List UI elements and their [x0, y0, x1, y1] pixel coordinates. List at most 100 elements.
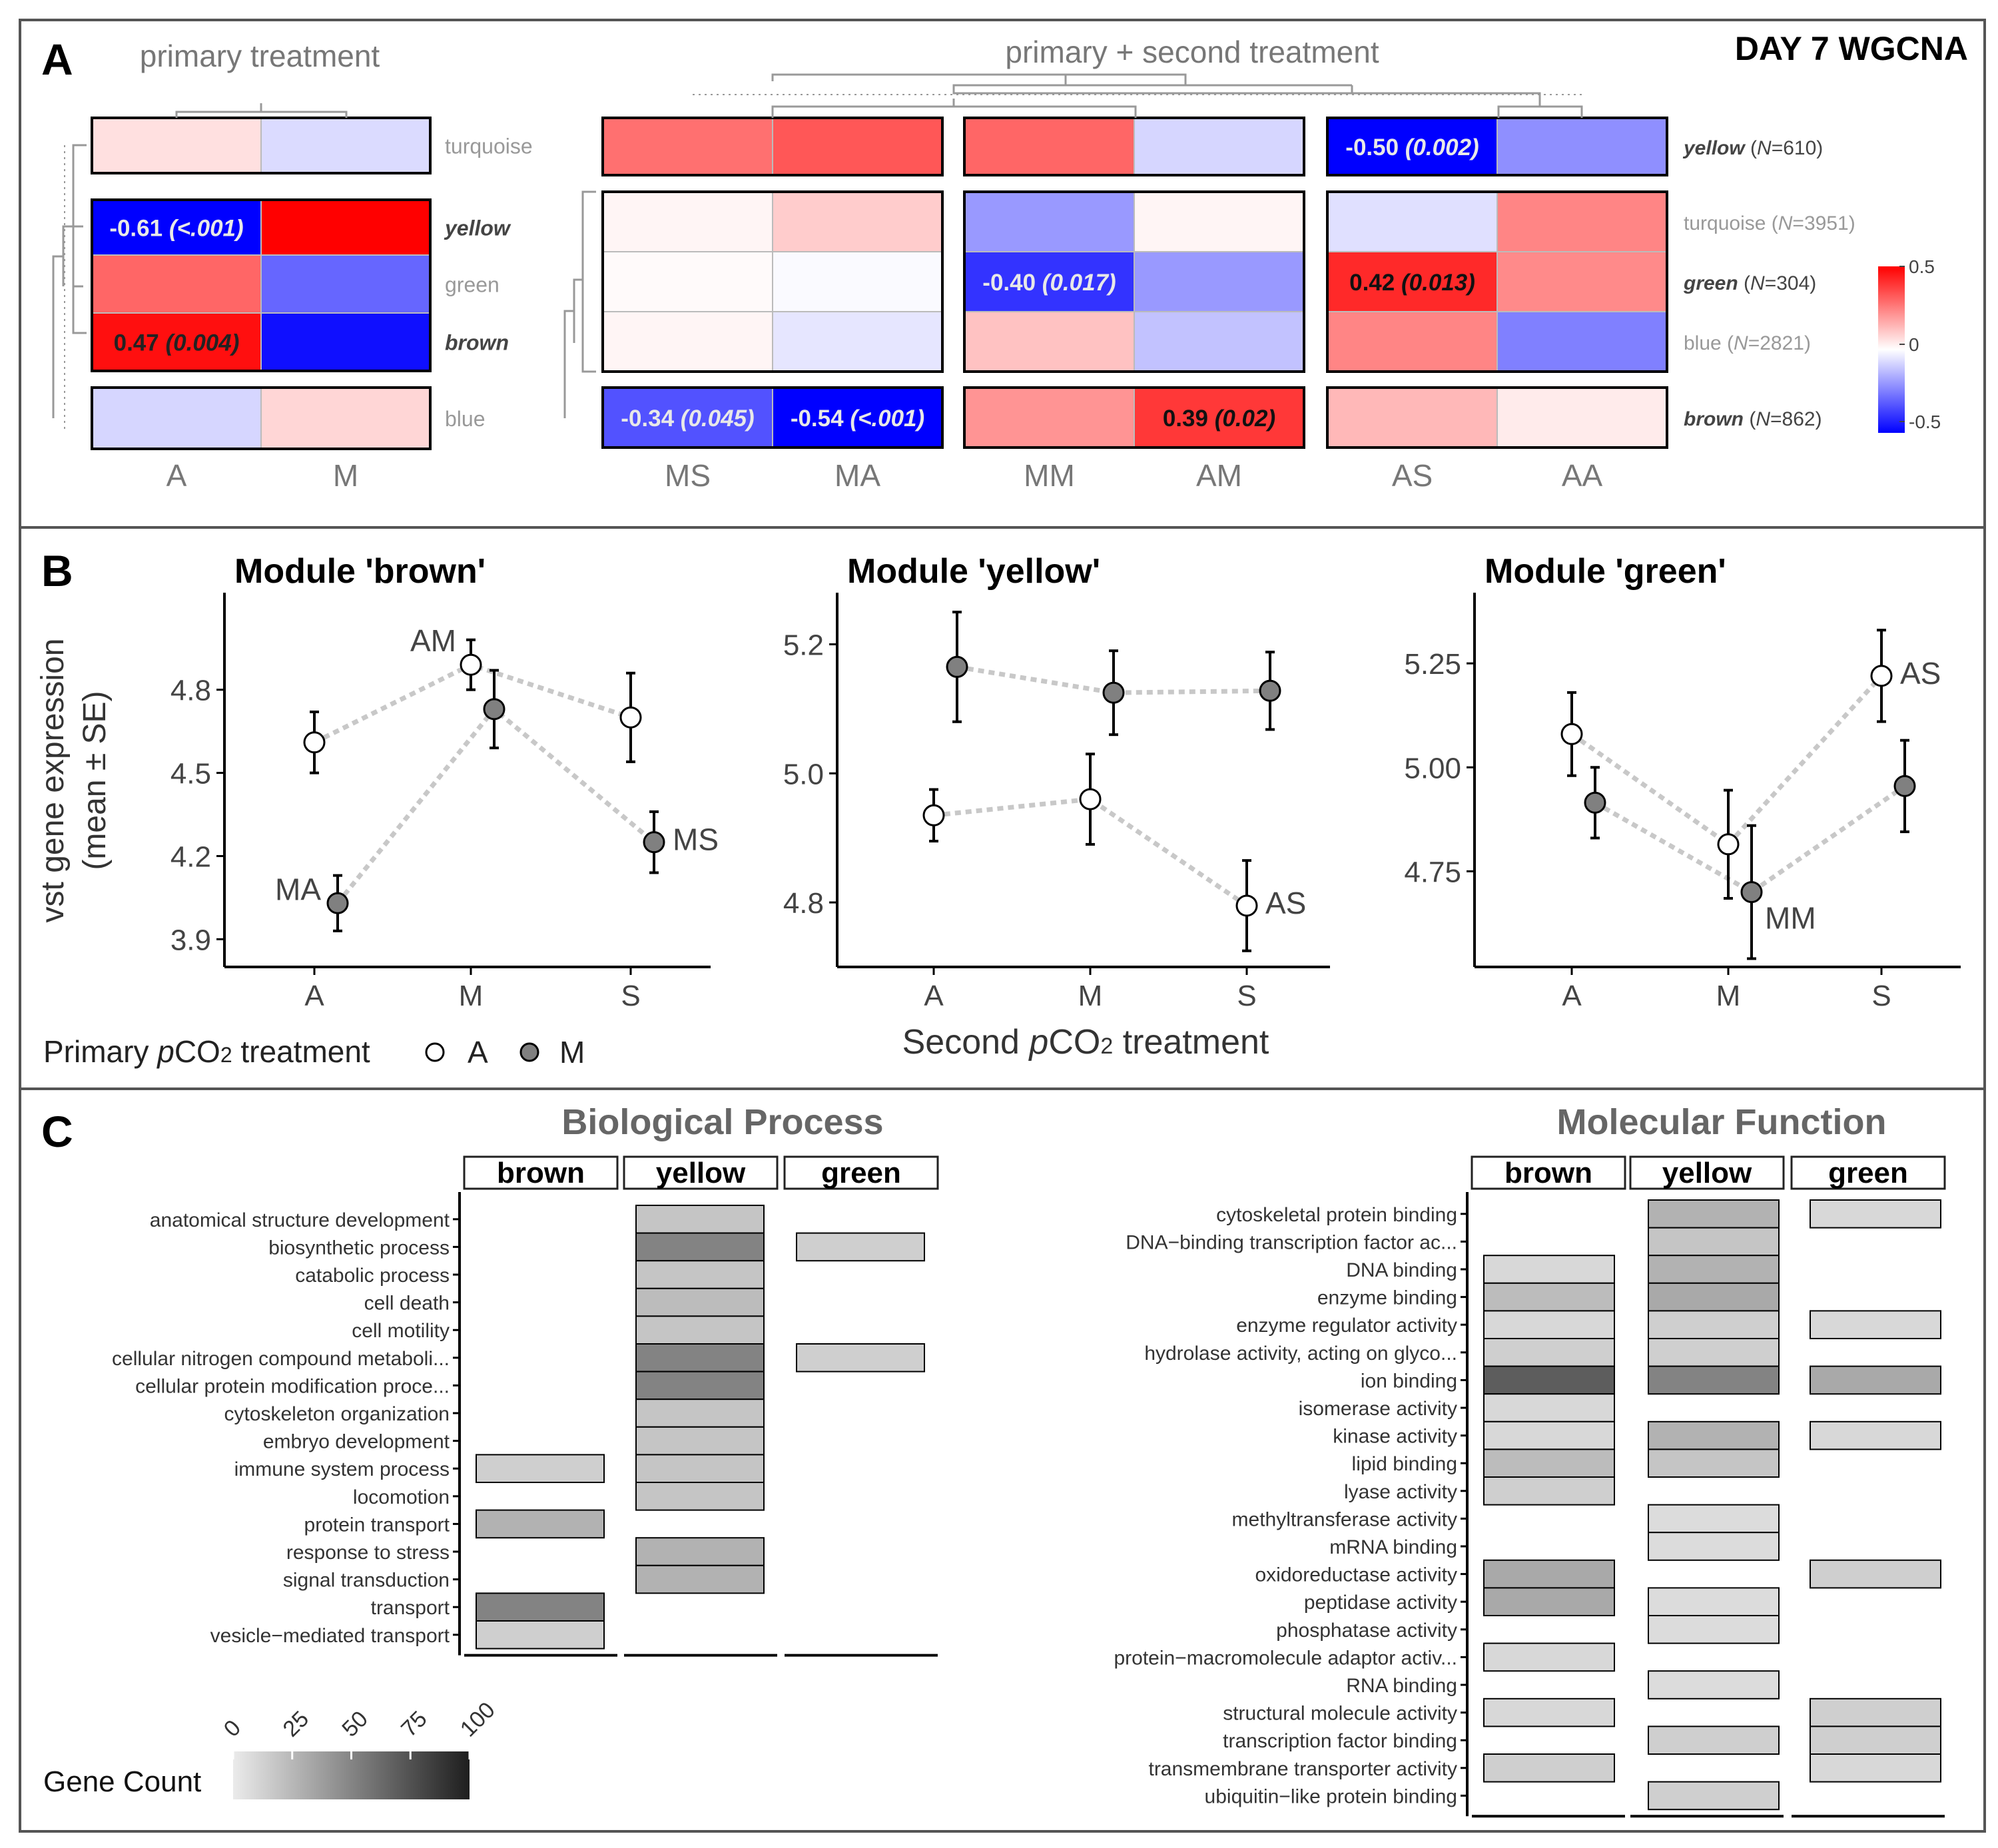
go-cell [1483, 1642, 1615, 1672]
go-term-label: locomotion [353, 1486, 450, 1508]
go-cell [1810, 1697, 1941, 1727]
go-term-label: RNA binding [1346, 1675, 1457, 1697]
go-cell [1483, 1697, 1615, 1727]
heatmap-cell [1497, 387, 1668, 448]
go-cell [1483, 1420, 1615, 1450]
panel-label-a: A [41, 35, 73, 84]
gene-count-tick-label: 75 [396, 1706, 432, 1742]
go-cell [635, 1398, 765, 1428]
heatmap-value-label: -0.34 (0.045) [621, 406, 754, 432]
heatmap-group-border [91, 117, 432, 174]
x-tick-label: S [1237, 980, 1256, 1012]
data-point-A [1235, 894, 1258, 917]
facet-strip [1629, 1155, 1785, 1190]
go-cell [1483, 1338, 1615, 1367]
heatmap-cell [602, 251, 773, 312]
go-cell [635, 1315, 765, 1345]
legend-marker-A [425, 1042, 445, 1062]
heatmap-group-border [963, 117, 1305, 176]
heatmap-cell [1134, 117, 1305, 176]
colorbar-tick-label: 0 [1909, 334, 1919, 355]
x-tick-label: S [621, 980, 640, 1012]
heatmap-col-label: MS [665, 458, 711, 493]
heatmap-cell [1497, 251, 1668, 312]
heatmap-group-border [91, 198, 432, 372]
heatmap-col-label: AA [1562, 458, 1603, 493]
heatmap-row-label: yellow [444, 216, 511, 240]
go-term-label: protein−macromolecule adaptor activ... [1114, 1647, 1457, 1669]
go-term-label: transmembrane transporter activity [1148, 1758, 1457, 1780]
line-chart-2: Module 'green' 4.75 5.00 5.25 A M S AS MM [1404, 552, 1961, 1012]
heatmap-primary: primary treatment turquoise yellow green bro… [52, 39, 533, 493]
heatmap-cell [260, 387, 431, 450]
heatmap-value-label: -0.54 (<.001) [791, 406, 924, 432]
gene-count-title: Gene Count [43, 1765, 201, 1798]
heatmap-row-label: turquoise (N=3951) [1684, 212, 1855, 234]
go-cell [1648, 1310, 1780, 1340]
go-term-label: kinase activity [1333, 1426, 1457, 1448]
heatmap-value-label: -0.61 (<.001) [109, 216, 243, 242]
facet-strip-label: brown [497, 1157, 585, 1189]
go-term-label: enzyme binding [1317, 1287, 1457, 1309]
go-cell [1648, 1338, 1780, 1367]
data-point-A [1079, 788, 1102, 810]
go-cell [635, 1454, 765, 1483]
heatmap-value-label: 0.47 (0.004) [114, 330, 240, 356]
go-cell [1810, 1753, 1941, 1783]
facet-strip [1790, 1155, 1946, 1190]
go-cell [1483, 1393, 1615, 1422]
go-term-label: DNA−binding transcription factor ac... [1126, 1231, 1457, 1253]
facet-strip-label: yellow [656, 1157, 746, 1189]
go-cell [1810, 1420, 1941, 1450]
facet-strip [783, 1155, 939, 1190]
heatmap-group-border [1326, 117, 1668, 176]
go-cell [1648, 1532, 1780, 1561]
go-term-label: mRNA binding [1329, 1536, 1457, 1558]
legend-marker-M [519, 1042, 539, 1062]
panel-label-c: C [41, 1107, 73, 1156]
go-cell [1648, 1504, 1780, 1534]
heatmap-cell [1327, 311, 1498, 372]
legend-label-M: M [559, 1035, 585, 1070]
go-cell [1483, 1365, 1615, 1395]
go-cell [1648, 1365, 1780, 1395]
heatmap-col-label: AS [1392, 458, 1433, 493]
go-cell [1648, 1615, 1780, 1644]
go-cell [1483, 1448, 1615, 1478]
go-cell [1648, 1587, 1780, 1616]
legend-gene-count: Gene Count 0 25 50 75 100 [43, 1697, 500, 1799]
go-cell [1810, 1310, 1941, 1340]
go-cell [1810, 1559, 1941, 1589]
figure-title: DAY 7 WGCNA [1735, 30, 1968, 67]
dendrogram-primary [52, 103, 348, 418]
go-cell [1810, 1725, 1941, 1755]
legend-title: Primary pCO2 treatment [43, 1034, 370, 1069]
heatmap-group-border [1326, 386, 1668, 449]
point-label: AM [410, 623, 456, 658]
heatmap-cell [1497, 117, 1668, 176]
gene-count-tick-label: 50 [337, 1706, 373, 1742]
go-cell [1648, 1255, 1780, 1284]
heatmap-cell [772, 191, 943, 252]
go-cell [635, 1564, 765, 1594]
y-tick-label: 4.75 [1404, 856, 1461, 888]
heatmap-cell [1134, 251, 1305, 312]
figure-border [19, 19, 1986, 1833]
heatmap-cell [260, 117, 431, 174]
go-term-label: transcription factor binding [1223, 1730, 1457, 1752]
y-tick-label: 5.2 [783, 629, 824, 662]
go-term-label: ion binding [1361, 1370, 1457, 1392]
go-cell [635, 1343, 765, 1373]
go-cell [1810, 1199, 1941, 1229]
go-cell [1648, 1199, 1780, 1229]
heatmap-cell [260, 312, 431, 372]
heatmap-cell [602, 117, 773, 176]
heatmap-cell [964, 191, 1135, 252]
go-term-label: cytoskeleton organization [224, 1403, 450, 1425]
heatmap-group-border [1326, 190, 1668, 373]
colorbar: 0.5 0 -0.5 [1878, 256, 1941, 433]
go-cell [635, 1482, 765, 1511]
heatmap-cell [772, 311, 943, 372]
heatmap-value-label: -0.50 (0.002) [1345, 135, 1479, 160]
go-term-label: immune system process [234, 1458, 450, 1480]
